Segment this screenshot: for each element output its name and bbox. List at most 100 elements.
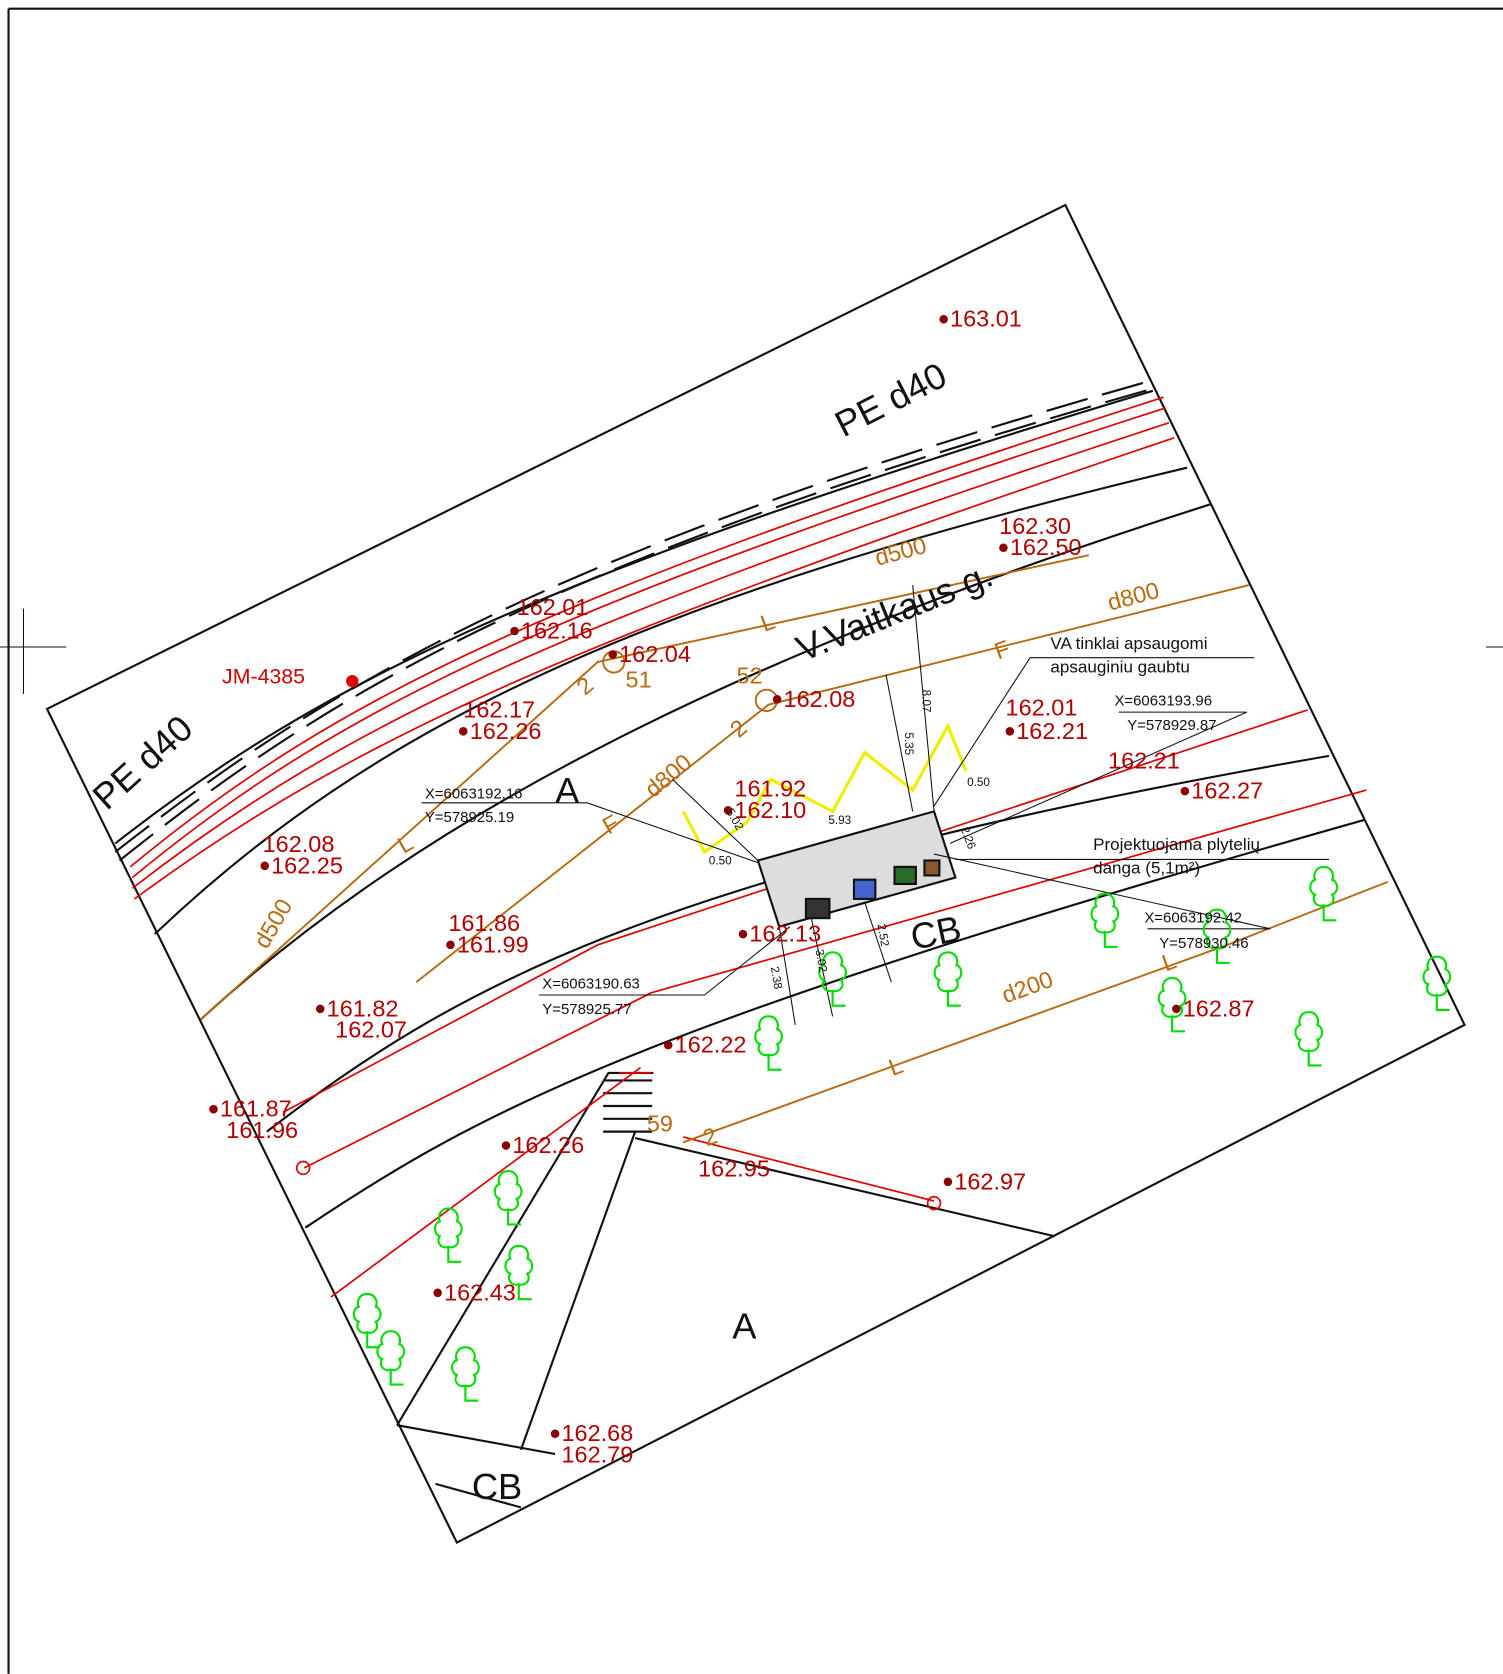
elevation-label: 162.50	[1010, 534, 1082, 560]
survey-point	[433, 1288, 442, 1298]
utility-label: 51	[626, 667, 652, 693]
elevation-label: 162.08	[263, 831, 335, 857]
dimension-label: 0.50	[709, 855, 732, 868]
coordinate-y: Y=578929.87	[1127, 717, 1216, 734]
elevation-label: 162.16	[521, 617, 593, 643]
survey-point	[260, 861, 270, 871]
utility-label: 2	[571, 672, 598, 700]
coordinate-x: X=6063193.96	[1114, 693, 1212, 710]
coordinate-x: X=6063190.63	[542, 976, 640, 993]
elevation-label: 161.96	[226, 1117, 298, 1143]
dimension-label: 3.02	[813, 948, 830, 973]
tile-area	[756, 810, 957, 928]
survey-point	[999, 543, 1008, 552]
elevation-label: 161.82	[327, 995, 399, 1021]
elevation-label: 162.26	[512, 1132, 584, 1158]
elevation-label: 162.27	[1191, 778, 1263, 804]
elevation-label: 162.79	[561, 1442, 633, 1468]
red-lines	[129, 396, 1367, 1298]
elevation-label: 162.26	[470, 718, 542, 744]
elevation-label: 162.22	[675, 1032, 747, 1058]
utility-label: L	[885, 1052, 906, 1081]
utility-label: F	[991, 635, 1013, 664]
zone-label: A	[555, 770, 580, 811]
callout-text: danga (5,1m²)	[1093, 858, 1200, 877]
survey-point	[209, 1104, 218, 1114]
coordinate-x: X=6063192.42	[1144, 909, 1242, 926]
utility-label: 52	[737, 662, 763, 688]
elevation-label: 162.13	[749, 921, 821, 947]
labels: 163.01162.30162.50162.01162.16162.04162.…	[85, 306, 1263, 1507]
utility-label: L	[757, 608, 778, 637]
elevation-label: 161.86	[448, 910, 520, 936]
callout-text: Projektuojama plytelių	[1093, 835, 1260, 854]
survey-point	[939, 315, 948, 324]
dimension-label: 2.52	[875, 923, 892, 948]
coordinate-y: Y=578925.77	[542, 1001, 631, 1018]
utility-label: L	[393, 829, 417, 858]
frame	[0, 7, 1503, 1674]
elevation-label: 162.07	[335, 1017, 407, 1043]
survey-point	[446, 940, 455, 950]
coordinate-y: Y=578930.46	[1159, 935, 1248, 952]
survey-point	[738, 929, 748, 939]
callout-text: apsauginiu gaubtu	[1050, 658, 1189, 677]
elevation-label: 162.04	[619, 641, 691, 667]
elevation-label: 161.87	[220, 1096, 292, 1122]
utility-label: 2	[725, 714, 752, 742]
elevation-label: 162.95	[698, 1155, 770, 1181]
coordinate-x: X=6063192.16	[425, 786, 523, 803]
survey-point	[459, 727, 468, 736]
survey-point	[723, 806, 733, 815]
elevation-label: 162.30	[999, 513, 1071, 539]
leaders	[421, 585, 1330, 1025]
survey-point	[1005, 727, 1015, 736]
survey-point	[943, 1177, 953, 1187]
utility-label: 2	[699, 1122, 720, 1151]
coordinate-y: Y=578925.19	[425, 809, 514, 826]
survey-point	[501, 1141, 511, 1150]
dimension-label: 0.50	[967, 776, 990, 789]
zone-label: A	[732, 1306, 757, 1347]
utility-label: PE d40	[828, 354, 953, 445]
elevation-label: 161.92	[734, 775, 806, 801]
utility-label: 59	[647, 1111, 673, 1137]
survey-point	[1172, 1004, 1181, 1014]
elevation-label: 162.43	[444, 1279, 516, 1305]
utility-label: d200	[998, 966, 1056, 1008]
dimension-label: 5.35	[902, 732, 915, 755]
elevation-label: 162.08	[784, 686, 856, 712]
yellow-zigzag	[681, 722, 968, 855]
elevation-label: 162.01	[517, 594, 589, 620]
elevation-label: 162.25	[271, 852, 343, 878]
utility-label: d500	[872, 532, 929, 571]
road-edges	[114, 389, 1365, 1509]
zone-label: CB	[472, 1466, 522, 1507]
pe-pipe	[114, 379, 1154, 862]
elevation-label: 162.87	[1183, 995, 1255, 1021]
survey-point	[510, 626, 519, 636]
elevation-label: 162.21	[1016, 718, 1088, 744]
survey-point	[550, 1429, 560, 1438]
elevation-label: 161.99	[457, 931, 529, 957]
survey-point	[772, 695, 782, 704]
elevation-label: 162.21	[1108, 748, 1180, 774]
survey-point	[315, 1004, 325, 1014]
elevation-label: 162.17	[463, 696, 535, 722]
survey-point	[608, 650, 617, 659]
survey-point	[1180, 786, 1190, 796]
zone-label: CB	[907, 907, 965, 958]
elevation-label: 162.10	[734, 797, 806, 823]
survey-point	[663, 1040, 673, 1050]
elevation-label: 162.68	[561, 1420, 633, 1446]
street-name: V.Vaitkaus g.	[790, 554, 998, 670]
dimension-label: 5.93	[828, 814, 851, 827]
dimension-label: 8.07	[919, 690, 932, 713]
elevation-label: 162.97	[954, 1168, 1026, 1194]
elevation-label: 162.01	[1006, 694, 1078, 720]
utility-label: JM-4385	[222, 664, 305, 688]
elevation-label: 163.01	[950, 306, 1022, 332]
callout-text: VA tinklai apsaugomi	[1050, 634, 1207, 653]
dimension-label: 2.38	[768, 965, 785, 990]
